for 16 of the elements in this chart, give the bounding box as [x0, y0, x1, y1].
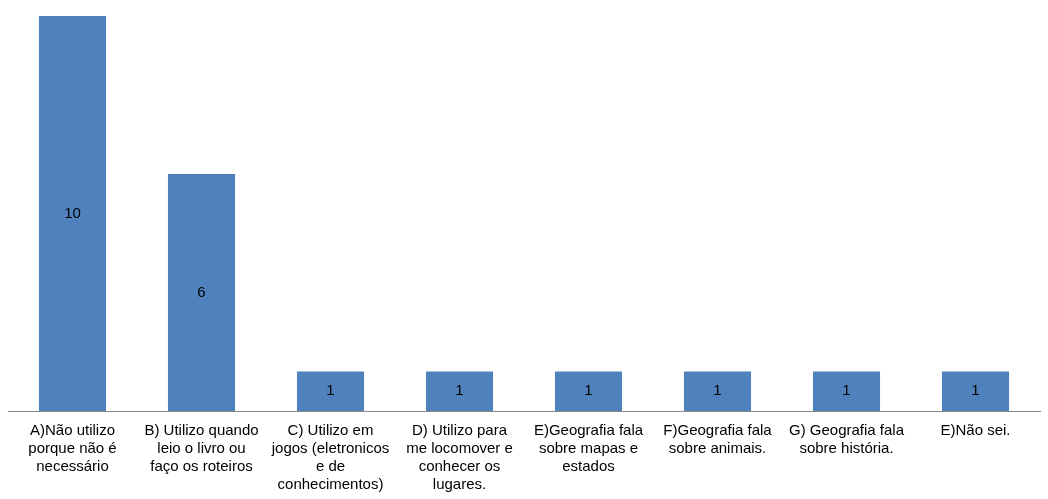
- data-label: 1: [455, 381, 464, 399]
- data-label: 1: [584, 381, 593, 399]
- x-tick-label: E)Geografia fala sobre mapas e estados: [533, 421, 644, 475]
- data-label: 6: [197, 282, 206, 300]
- data-label: 1: [326, 381, 335, 399]
- x-tick-label: F)Geografia fala sobre animais.: [663, 421, 773, 457]
- data-label: 1: [713, 381, 722, 399]
- x-tick-label: E)Não sei.: [940, 421, 1011, 439]
- x-tick-label: C) Utilizo em jogos (eletronicos e de conhecimentos): [270, 421, 390, 493]
- data-label: 10: [64, 203, 81, 221]
- x-tick-label: G) Geografia fala sobre história.: [788, 421, 905, 457]
- data-label: 1: [971, 381, 980, 399]
- x-tick-label: D) Utilizo para me locomover e conhecer os lugares.: [406, 421, 513, 493]
- x-tick-label: B) Utilizo quando leio o livro ou faço os roteiros: [144, 421, 259, 475]
- x-tick-label: A)Não utilizo porque não é necessário: [28, 421, 117, 475]
- data-label: 1: [842, 381, 851, 399]
